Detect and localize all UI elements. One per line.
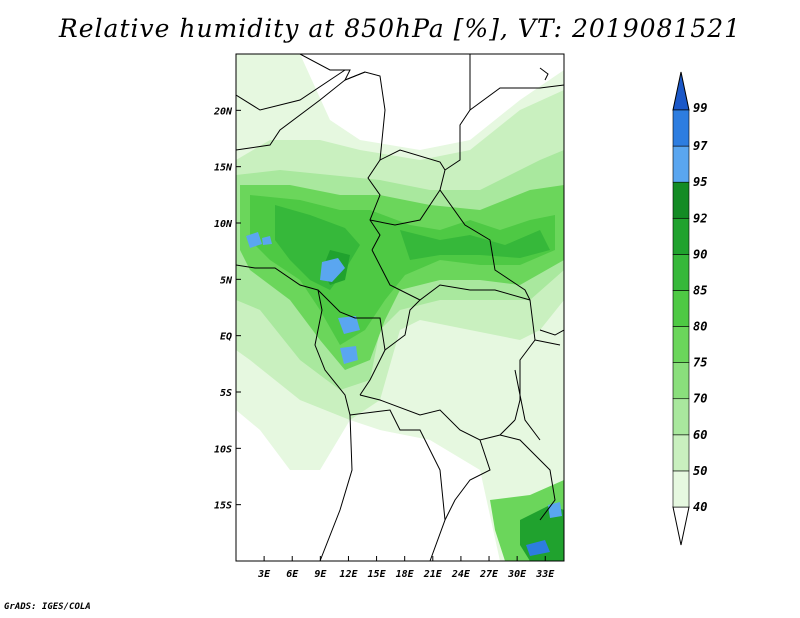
colorbar-label: 99: [693, 101, 707, 115]
humidity-field: [236, 54, 564, 561]
latitude-axis: 20N 15N 10N 5N EQ 5S 10S 15S: [213, 106, 241, 512]
rh-95-patch-7: [262, 236, 272, 245]
rh-95-patch-2: [246, 232, 262, 248]
colorbar-label: 95: [693, 175, 707, 189]
lon-tick-label: 15E: [368, 569, 387, 580]
colorbar-swatch: [672, 145, 690, 183]
colorbar-swatch: [672, 398, 690, 436]
lat-tick-label: 5S: [220, 388, 232, 399]
rh-95-patch-6: [548, 502, 562, 518]
rh-97-patch-5: [526, 540, 550, 556]
colorbar-label: 92: [693, 211, 707, 225]
colorbar-label: 80: [693, 320, 707, 334]
colorbar-swatch: [672, 290, 690, 327]
lat-tick-label: 10S: [214, 444, 232, 455]
lon-tick-label: 3E: [257, 569, 271, 580]
colorbar-label: 90: [693, 247, 707, 261]
rh-95-patch-4: [340, 346, 358, 364]
colorbar-top-cap: [672, 71, 690, 111]
lat-tick-label: 20N: [213, 106, 233, 117]
lon-tick-label: 9E: [314, 569, 327, 580]
chart-title: Relative humidity at 850hPa [%], VT: 201…: [58, 14, 742, 43]
colorbar-label: 60: [693, 428, 707, 442]
lon-tick-label: 18E: [396, 569, 415, 580]
colorbar-swatch: [672, 254, 690, 291]
lat-tick-label: 15S: [214, 501, 232, 512]
colorbar-swatch: [672, 434, 690, 472]
colorbar-label: 70: [693, 392, 707, 406]
colorbar-swatch: [672, 217, 690, 255]
map-frame: [235, 53, 565, 562]
colorbar-swatch: [672, 470, 690, 508]
colorbar-label: 85: [693, 283, 707, 297]
lat-tick-label: 10N: [214, 219, 233, 230]
rh-95-patch-1: [320, 258, 345, 282]
rh-90-region-east: [400, 230, 550, 260]
colorbar-label: 40: [693, 500, 707, 514]
colorbar-label: 75: [693, 356, 707, 370]
longitude-axis: 3E 6E 9E 12E 15E 18E 21E 24E 27E 30E 33E: [257, 556, 555, 580]
colorbar-swatch: [672, 362, 690, 400]
lat-tick-label: EQ: [220, 332, 232, 343]
colorbar-bottom-cap: [672, 506, 690, 546]
grads-credit: GrADS: IGES/COLA: [4, 602, 91, 612]
lat-tick-label: 15N: [214, 163, 233, 174]
colorbar-swatch: [672, 109, 690, 147]
lon-tick-label: 24E: [451, 569, 471, 580]
lon-tick-label: 6E: [286, 569, 299, 580]
colorbar-label: 50: [693, 464, 707, 478]
lon-tick-label: 21E: [423, 569, 443, 580]
colorbar-swatch: [672, 181, 690, 219]
rh-95-patch-3: [338, 316, 360, 334]
colorbar: 99 97 95 92 90 85 80 75 70 60 50 40: [672, 71, 708, 546]
country-borders: [236, 54, 564, 561]
lon-tick-label: 12E: [339, 569, 358, 580]
lon-tick-label: 27E: [479, 569, 499, 580]
colorbar-swatch: [672, 326, 690, 363]
lon-tick-label: 30E: [507, 569, 527, 580]
colorbar-label: 97: [693, 139, 708, 153]
lat-tick-label: 5N: [220, 275, 233, 286]
lon-tick-label: 33E: [535, 569, 555, 580]
